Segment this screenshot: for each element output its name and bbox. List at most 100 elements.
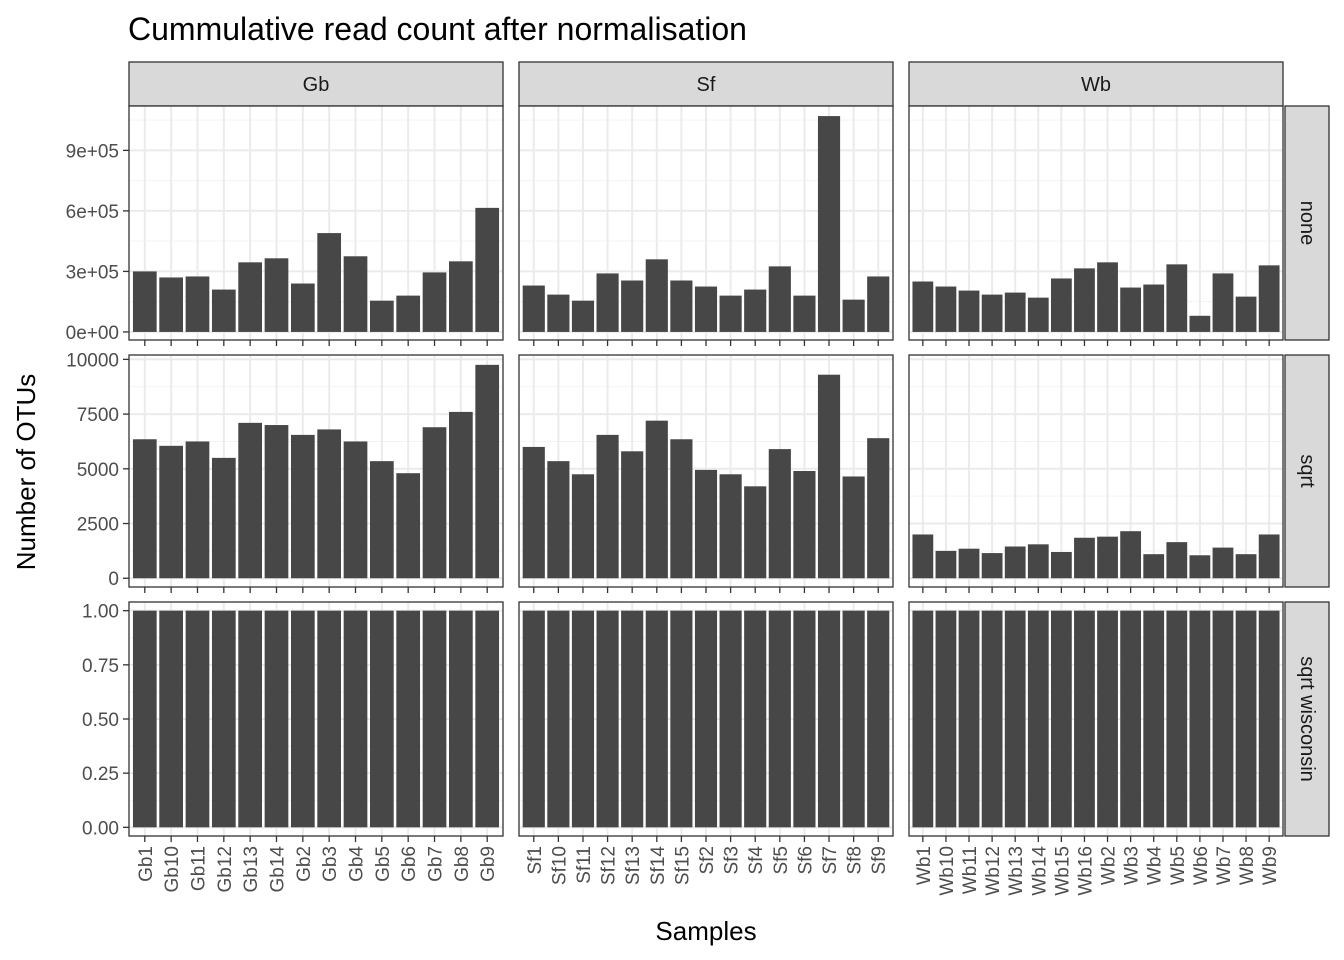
bar-gb12-sqrt [211, 457, 236, 579]
bar-sf15-sqrt-wisconsin [670, 610, 693, 828]
bar-sf9-sqrt [867, 438, 890, 579]
strip-bg [1284, 105, 1330, 341]
bar-gb7-none [422, 272, 447, 332]
strip-label-gb: Gb [303, 74, 330, 96]
bar-wb16-none [1074, 268, 1095, 332]
bar-wb7-sqrt [1212, 547, 1234, 579]
bar-sf9-none [867, 276, 890, 332]
bar-sf14-sqrt-wisconsin [645, 610, 668, 828]
x-tick-label-wb12: Wb12 [983, 846, 1004, 896]
x-tick-label-sf9: Sf9 [869, 846, 890, 875]
bar-sf1-sqrt-wisconsin [522, 610, 545, 828]
bar-sf13-sqrt-wisconsin [621, 610, 644, 828]
y-tick-label: 5000 [77, 460, 119, 481]
strip-label-none: none [1296, 201, 1318, 246]
panel-none-sf [518, 105, 894, 346]
bar-sf15-sqrt [670, 439, 693, 579]
x-tick-label-wb5: Wb5 [1168, 846, 1189, 885]
bar-gb3-sqrt [317, 429, 342, 579]
bar-gb14-none [264, 258, 289, 332]
x-tick-label-gb7: Gb7 [426, 846, 447, 882]
panel-sqrt-gb: 0 2500 5000 7500 10000 [66, 350, 504, 593]
bar-wb2-none [1097, 262, 1118, 332]
bar-sf7-sqrt [817, 374, 841, 579]
bar-wb9-none [1258, 265, 1280, 332]
x-tick-label-gb5: Gb5 [373, 846, 394, 882]
bar-gb1-sqrt-wisconsin [132, 610, 157, 828]
x-tick-label-gb11: Gb11 [188, 846, 209, 891]
x-tick-label-sf4: Sf4 [746, 846, 767, 875]
strip-bg [908, 61, 1284, 107]
bar-wb2-sqrt [1097, 536, 1118, 579]
panel-background [129, 355, 503, 587]
bar-gb4-none [343, 256, 368, 332]
bar-gb10-sqrt-wisconsin [159, 610, 183, 828]
x-tick-label-wb6: Wb6 [1191, 846, 1212, 885]
x-tick-label-wb9: Wb9 [1260, 846, 1281, 885]
x-tick-label-sf12: Sf12 [599, 846, 620, 885]
y-tick-label: 0.25 [82, 764, 119, 785]
panel-none-wb [908, 105, 1284, 346]
y-axis-title: Number of OTUs [11, 374, 41, 571]
bar-wb11-sqrt [958, 548, 980, 579]
bar-sf6-sqrt [793, 471, 816, 579]
bar-wb10-sqrt-wisconsin [935, 610, 957, 828]
bar-wb5-none [1166, 264, 1188, 332]
panel-border [908, 601, 1284, 837]
bar-sf8-sqrt-wisconsin [842, 610, 865, 828]
bar-gb13-sqrt-wisconsin [238, 610, 263, 828]
bar-wb2-sqrt-wisconsin [1097, 610, 1118, 828]
panel-border [128, 105, 504, 341]
bar-wb6-sqrt-wisconsin [1189, 610, 1211, 828]
bar-gb11-none [185, 276, 210, 332]
bar-gb10-sqrt [159, 445, 183, 579]
bar-wb15-sqrt [1050, 551, 1072, 579]
bar-wb14-sqrt-wisconsin [1027, 610, 1049, 828]
x-tick-label-sf14: Sf14 [648, 846, 669, 886]
x-tick-label-sf15: Sf15 [672, 846, 693, 885]
bar-wb1-none [912, 281, 934, 332]
bar-wb3-none [1120, 287, 1142, 332]
chart-title: Cummulative read count after normalisati… [128, 11, 747, 47]
bar-gb7-sqrt-wisconsin [422, 610, 447, 828]
bar-sf2-none [694, 286, 718, 332]
bar-gb11-sqrt-wisconsin [185, 610, 210, 828]
bar-gb5-sqrt [369, 461, 394, 579]
bar-gb5-sqrt-wisconsin [369, 610, 394, 828]
x-tick-label-gb9: Gb9 [478, 846, 499, 882]
x-tick-label-wb7: Wb7 [1214, 846, 1235, 885]
bar-wb13-sqrt-wisconsin [1004, 610, 1026, 828]
facet-panels: Gb Sf Wb none sqrt sqrt wisconsin 0e+00 3e+05 6e… [66, 61, 1330, 896]
bar-sf11-sqrt-wisconsin [571, 610, 595, 828]
bar-wb1-sqrt [912, 534, 934, 579]
bar-gb3-sqrt-wisconsin [317, 610, 342, 828]
strip-bg [128, 61, 504, 107]
bar-wb9-sqrt [1258, 534, 1280, 579]
bar-sf5-sqrt [768, 449, 791, 579]
strip-label-wb: Wb [1081, 74, 1111, 96]
bar-sf7-none [817, 116, 841, 332]
bar-gb5-none [369, 300, 394, 332]
x-tick-label-gb8: Gb8 [452, 846, 473, 882]
strip-top-wb: Wb [908, 61, 1284, 107]
bar-wb11-none [958, 290, 980, 332]
bar-gb7-sqrt [422, 427, 447, 579]
x-tick-label-sf1: Sf1 [525, 846, 546, 875]
y-tick-label: 0.50 [82, 710, 119, 731]
x-tick-label-gb10: Gb10 [162, 846, 183, 892]
strip-right-sqrt: sqrt [1284, 354, 1330, 588]
y-tick-label: 9e+05 [66, 141, 119, 162]
bar-wb3-sqrt [1120, 531, 1142, 579]
bar-gb12-sqrt-wisconsin [211, 610, 236, 828]
bar-sf9-sqrt-wisconsin [867, 610, 890, 828]
x-tick-label-wb16: Wb16 [1075, 846, 1096, 896]
bar-sf6-sqrt-wisconsin [793, 610, 816, 828]
bar-gb8-sqrt [449, 411, 473, 579]
strip-top-sf: Sf [518, 61, 894, 107]
bar-sf11-sqrt [571, 474, 595, 579]
bar-gb9-none [475, 207, 500, 332]
bar-sf5-sqrt-wisconsin [768, 610, 791, 828]
x-tick-label-gb2: Gb2 [294, 846, 315, 882]
y-tick-label: 10000 [66, 350, 119, 371]
